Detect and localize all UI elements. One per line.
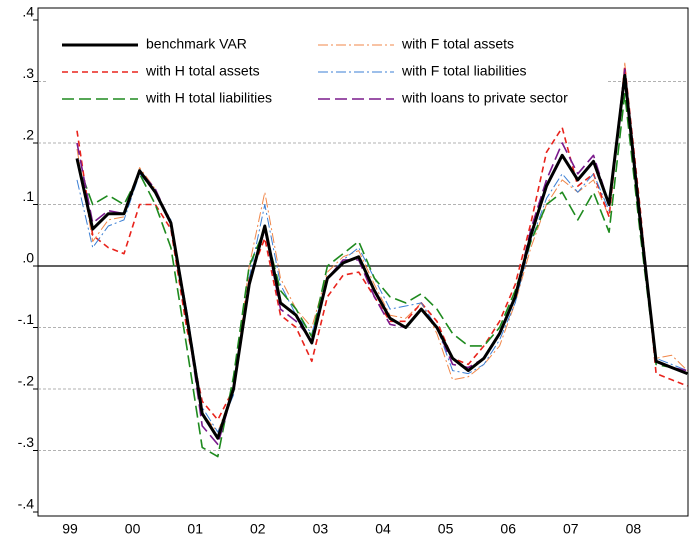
y-tick-label: .4	[22, 4, 34, 20]
legend-label: benchmark VAR	[146, 36, 247, 52]
x-tick-label: 07	[563, 521, 579, 537]
y-tick-label: -.4	[18, 496, 35, 512]
y-tick-label: .2	[22, 127, 34, 143]
series-line	[76, 62, 688, 433]
legend-label: with loans to private sector	[401, 90, 568, 106]
x-tick-label: 01	[187, 521, 203, 537]
legend-label: with H total assets	[145, 63, 260, 79]
plot-frame	[37, 7, 689, 517]
x-tick-label: 06	[500, 521, 516, 537]
y-tick-label: -.3	[18, 434, 35, 450]
x-tick-label: 00	[125, 521, 141, 537]
x-tick-label: 03	[313, 521, 329, 537]
legend-label: with F total liabilities	[401, 63, 527, 79]
y-tick-label: -.2	[18, 373, 35, 389]
axes: -.4 -.3 -.2 -.1 .0 .1 .2 .3 .4 99 00 01 02 03 04 05 06 07…	[18, 4, 642, 537]
legend-label: with F total assets	[401, 36, 514, 52]
legend-box	[48, 28, 608, 118]
series-line	[76, 93, 688, 458]
series-line	[75, 73, 688, 440]
lines	[75, 62, 688, 458]
legend-label: with H total liabilities	[145, 90, 272, 106]
y-tick-label: .3	[22, 65, 34, 81]
x-tick-label: 02	[250, 521, 266, 537]
series-line	[76, 68, 688, 433]
x-tick-label: 04	[375, 521, 391, 537]
y-tick-label: .0	[22, 250, 34, 266]
x-tick-label: 05	[438, 521, 454, 537]
y-tick-label: -.1	[18, 311, 35, 327]
x-tick-label: 99	[62, 521, 78, 537]
x-tick-label: 08	[626, 521, 642, 537]
legend: benchmark VAR with F total assets with H t…	[62, 36, 568, 106]
series-line	[76, 68, 688, 446]
y-tick-label: .1	[22, 188, 34, 204]
